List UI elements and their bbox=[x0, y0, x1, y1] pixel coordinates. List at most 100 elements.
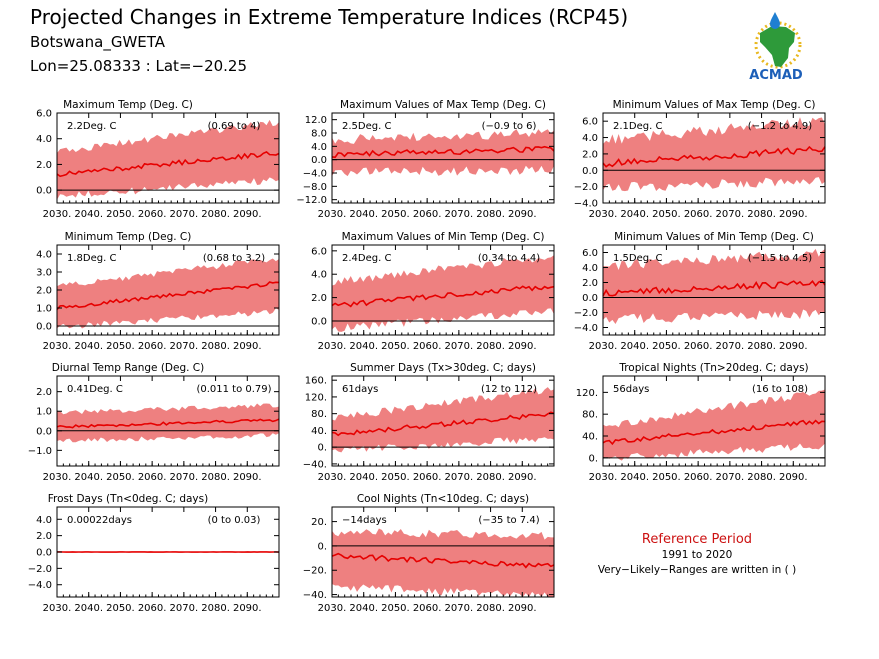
likely-range-label: (0.34 to 4.4) bbox=[478, 253, 540, 264]
y-tick-label: 0.0 bbox=[36, 548, 52, 559]
x-tick-label: 2090. bbox=[779, 209, 808, 220]
x-tick-label: 2090. bbox=[508, 472, 537, 483]
x-tick-label: 2090. bbox=[233, 341, 262, 352]
x-tick-label: 2060. bbox=[684, 472, 713, 483]
y-tick-label: 2.0 bbox=[582, 149, 598, 160]
x-tick-label: 2040. bbox=[74, 341, 103, 352]
likely-range-band bbox=[332, 528, 554, 597]
y-tick-label: 6.0 bbox=[311, 246, 327, 257]
logo-text: ACMAD bbox=[749, 68, 803, 83]
y-tick-label: 6.0 bbox=[36, 109, 52, 120]
plot-frame bbox=[56, 112, 280, 204]
median-change-line bbox=[331, 411, 555, 437]
median-change-line bbox=[602, 419, 826, 446]
y-tick-label: 12.0 bbox=[305, 115, 327, 126]
panel-title: Minimum Values of Min Temp (Deg. C) bbox=[614, 231, 814, 243]
x-tick-label: 2070. bbox=[170, 209, 199, 220]
y-tick-label: −4.0 bbox=[574, 323, 598, 334]
x-tick-label: 2040. bbox=[74, 603, 103, 614]
chart-panel: Maximum Values of Max Temp (Deg. C) 12.0 8… bbox=[296, 99, 555, 220]
x-tick-label: 2050. bbox=[652, 341, 681, 352]
median-change-line bbox=[331, 552, 555, 569]
panel-title: Minimum Temp (Deg. C) bbox=[65, 231, 192, 243]
x-tick-label: 2050. bbox=[381, 603, 410, 614]
x-tick-label: 2030. bbox=[43, 209, 72, 220]
x-tick-label: 2090. bbox=[233, 472, 262, 483]
median-value-label: 1.5Deg. C bbox=[613, 253, 662, 264]
reference-note: Very−Likely−Ranges are written in ( ) bbox=[598, 564, 796, 576]
x-tick-label: 2080. bbox=[476, 341, 505, 352]
x-tick-label: 2040. bbox=[349, 209, 378, 220]
likely-range-label: (−0.9 to 6) bbox=[482, 121, 537, 132]
x-tick-label: 2050. bbox=[381, 341, 410, 352]
median-value-label: 2.5Deg. C bbox=[342, 121, 391, 132]
median-change-line bbox=[56, 418, 280, 429]
plot-frame bbox=[602, 375, 826, 467]
x-tick-label: 2070. bbox=[716, 472, 745, 483]
y-tick-label: 120. bbox=[576, 388, 598, 399]
y-tick-label: 1.0 bbox=[36, 407, 52, 418]
y-tick-label: 4.0 bbox=[582, 133, 598, 144]
x-tick-label: 2090. bbox=[508, 341, 537, 352]
y-tick-label: −20. bbox=[303, 566, 327, 577]
x-tick-label: 2030. bbox=[589, 209, 618, 220]
x-tick-label: 2060. bbox=[138, 603, 167, 614]
chart-panel: Minimum Temp (Deg. C) 4.0 3.0 2.0 1.0 0.0 2030… bbox=[36, 231, 280, 352]
reference-period-note: Reference Period 1991 to 2020 Very−Likel… bbox=[598, 532, 796, 576]
x-tick-label: 2090. bbox=[779, 341, 808, 352]
panel-title: Maximum Temp (Deg. C) bbox=[63, 99, 193, 111]
y-tick-label: 4.0 bbox=[36, 515, 52, 526]
x-tick-label: 2050. bbox=[106, 603, 135, 614]
median-value-label: 56days bbox=[613, 384, 649, 395]
x-tick-label: 2060. bbox=[138, 472, 167, 483]
plot-frame bbox=[331, 244, 555, 336]
median-value-label: 2.1Deg. C bbox=[613, 121, 662, 132]
panel-title: Diurnal Temp Range (Deg. C) bbox=[52, 362, 204, 374]
panel-title: Minimum Values of Max Temp (Deg. C) bbox=[613, 99, 816, 111]
chart-panel: Cool Nights (Tn<10deg. C; days) 20. 0. −20.… bbox=[303, 493, 555, 614]
likely-range-band bbox=[332, 387, 554, 453]
panel-title: Maximum Values of Min Temp (Deg. C) bbox=[342, 231, 545, 243]
likely-range-label: (0 to 0.03) bbox=[208, 515, 261, 526]
x-tick-label: 2050. bbox=[381, 209, 410, 220]
x-tick-label: 2060. bbox=[413, 603, 442, 614]
x-tick-label: 2070. bbox=[445, 603, 474, 614]
x-tick-label: 2080. bbox=[747, 341, 776, 352]
y-tick-label: 80. bbox=[582, 410, 598, 421]
plot-frame bbox=[331, 112, 555, 204]
coordinates: Lon=25.08333 : Lat=−20.25 bbox=[30, 57, 247, 75]
reference-title: Reference Period bbox=[642, 532, 752, 547]
x-tick-label: 2060. bbox=[413, 341, 442, 352]
x-tick-label: 2030. bbox=[318, 341, 347, 352]
likely-range-band bbox=[603, 389, 825, 461]
y-tick-label: 80. bbox=[311, 409, 327, 420]
panel-title: Summer Days (Tx>30deg. C; days) bbox=[350, 362, 536, 374]
y-tick-label: −4.0 bbox=[574, 199, 598, 210]
y-tick-label: 160. bbox=[305, 376, 327, 387]
y-tick-label: −40. bbox=[303, 459, 327, 470]
median-value-label: 0.41Deg. C bbox=[67, 384, 123, 395]
y-tick-label: −8.0 bbox=[303, 182, 327, 193]
likely-range-band bbox=[57, 258, 279, 329]
likely-range-label: (−35 to 7.4) bbox=[478, 515, 539, 526]
x-tick-label: 2090. bbox=[233, 603, 262, 614]
y-tick-label: −2.0 bbox=[574, 182, 598, 193]
acmad-logo: ACMAD bbox=[749, 12, 803, 83]
plot-frame bbox=[331, 375, 555, 467]
y-tick-label: 4.0 bbox=[582, 263, 598, 274]
panel-title: Cool Nights (Tn<10deg. C; days) bbox=[357, 493, 529, 505]
median-change-line bbox=[56, 281, 280, 311]
x-tick-label: 2090. bbox=[508, 209, 537, 220]
x-tick-label: 2050. bbox=[381, 472, 410, 483]
x-tick-label: 2080. bbox=[201, 472, 230, 483]
x-tick-label: 2070. bbox=[445, 472, 474, 483]
x-tick-label: 2040. bbox=[74, 472, 103, 483]
likely-range-band bbox=[603, 248, 825, 324]
x-tick-label: 2040. bbox=[349, 472, 378, 483]
y-tick-label: 6.0 bbox=[582, 117, 598, 128]
median-value-label: 2.2Deg. C bbox=[67, 121, 116, 132]
x-tick-label: 2070. bbox=[716, 209, 745, 220]
y-tick-label: 120. bbox=[305, 392, 327, 403]
likely-range-band bbox=[603, 117, 825, 192]
